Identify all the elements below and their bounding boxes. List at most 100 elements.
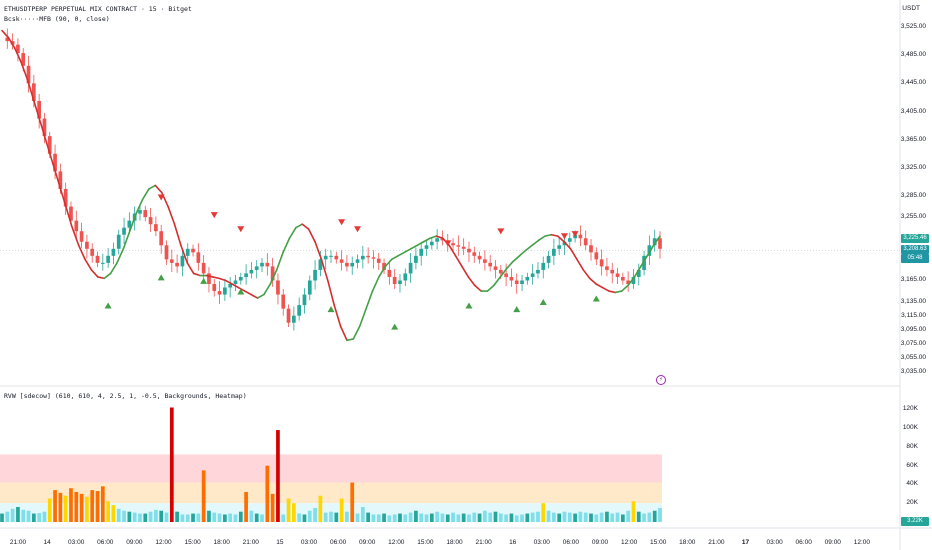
buy-marker	[200, 277, 208, 284]
volume-bar	[159, 510, 164, 522]
volume-bar	[589, 513, 593, 522]
candle-body	[233, 280, 238, 284]
time-axis-label: 09:00	[126, 539, 143, 546]
candle-body	[31, 83, 36, 101]
volume-bar	[467, 514, 471, 522]
candle-body	[451, 243, 455, 246]
mfb-line-segment	[212, 276, 221, 280]
price-axis-label: 3,135.00	[900, 297, 926, 305]
volume-bar	[329, 511, 333, 522]
volume-bar	[122, 510, 126, 522]
candle-body	[530, 273, 535, 277]
price-axis-label: 3,285.00	[900, 192, 926, 199]
time-axis-label: 12:00	[388, 539, 405, 546]
mfb-line-segment	[301, 223, 310, 230]
symbol-legend[interactable]: ETHUSDTPERP PERPETUAL MIX CONTRACT · 15 …	[4, 5, 192, 13]
candle-body	[79, 231, 84, 242]
time-axis-label: 06:00	[562, 539, 580, 546]
mfb-line-segment	[282, 237, 291, 254]
candle-body	[47, 136, 52, 154]
time-axis-label: 12:00	[155, 539, 172, 546]
volume-bar	[483, 510, 487, 522]
volume-current-tag: 3.22K	[901, 517, 929, 526]
mfb-line-segment	[365, 290, 374, 310]
mfb-line-segment	[576, 258, 585, 271]
buy-marker	[539, 299, 547, 306]
mfb-line-segment	[263, 283, 272, 296]
mfb-line-segment	[582, 269, 591, 280]
mfb-line-segment	[601, 286, 610, 292]
mfb-line-segment	[473, 284, 482, 292]
price-axis-label: 3,445.00	[900, 79, 926, 87]
volume-bar	[546, 510, 551, 522]
volume-bar	[254, 513, 259, 522]
mfb-line-segment	[231, 283, 240, 289]
volume-bar	[318, 495, 323, 522]
lightning-alert-icon[interactable]: ⚡	[656, 375, 666, 385]
mfb-line-segment	[467, 276, 476, 287]
mfb-line-segment	[1, 29, 10, 39]
mfb-line-segment	[45, 142, 54, 166]
candle-body	[419, 248, 424, 256]
candle-body	[626, 280, 631, 284]
volume-indicator-legend[interactable]: RVW [sdecow] (610, 610, 4, 2.5, 1, -0.5,…	[4, 392, 247, 400]
time-axis-label: 12:00	[853, 539, 871, 546]
candle-body	[154, 224, 158, 232]
volume-axis-label: 100K	[902, 424, 918, 432]
candle-body	[212, 284, 217, 292]
volume-bar	[148, 511, 153, 522]
volume-bar	[429, 513, 434, 522]
candle-body	[21, 53, 26, 66]
volume-bar	[382, 513, 386, 522]
volume-bar	[233, 514, 238, 522]
volume-bar	[127, 511, 132, 522]
candle-body	[217, 291, 222, 295]
candle-body	[546, 255, 551, 263]
mfb-line-segment	[224, 279, 233, 285]
volume-bar	[350, 482, 355, 522]
candle-body	[498, 269, 503, 274]
volume-bar	[424, 514, 429, 522]
candle-body	[292, 315, 296, 323]
volume-bar	[169, 407, 174, 522]
candle-body	[583, 238, 588, 246]
candle-body	[323, 255, 328, 260]
candle-body	[85, 241, 89, 249]
volume-bar	[47, 498, 52, 522]
time-axis-label: 21:00	[475, 539, 492, 546]
mfb-line-segment	[390, 255, 399, 261]
volume-bar	[138, 513, 142, 522]
time-axis-label: 21:00	[708, 539, 725, 546]
volume-bar	[504, 514, 508, 522]
mfb-line-segment	[333, 304, 342, 328]
mfb-line-segment	[116, 248, 125, 264]
indicator-legend[interactable]: Bcsk·····MFB (90, 0, close)	[4, 15, 110, 23]
volume-bar	[16, 506, 20, 522]
sell-marker	[237, 226, 245, 233]
volume-bar	[493, 511, 498, 522]
volume-bar	[488, 512, 493, 522]
volume-bar	[265, 465, 270, 522]
candle-body	[286, 308, 291, 323]
candle-body	[589, 245, 593, 253]
time-axis-label: 12:00	[620, 539, 638, 546]
candle-body	[58, 171, 63, 189]
sell-marker	[210, 212, 218, 219]
volume-bar	[69, 488, 73, 522]
volume-bar	[552, 512, 556, 522]
mfb-line-segment	[288, 226, 297, 240]
candle-body	[541, 262, 546, 270]
mfb-line-segment	[429, 235, 438, 240]
volume-bar	[42, 511, 47, 522]
volume-bar	[302, 514, 307, 522]
candle-body	[403, 273, 408, 281]
candle-body	[360, 255, 365, 260]
time-axis-label: 09:00	[824, 539, 841, 546]
mfb-line-segment	[646, 244, 655, 257]
candle-body	[63, 188, 68, 207]
volume-bar	[498, 513, 503, 522]
buy-marker	[237, 288, 245, 295]
volume-bar	[37, 513, 41, 522]
